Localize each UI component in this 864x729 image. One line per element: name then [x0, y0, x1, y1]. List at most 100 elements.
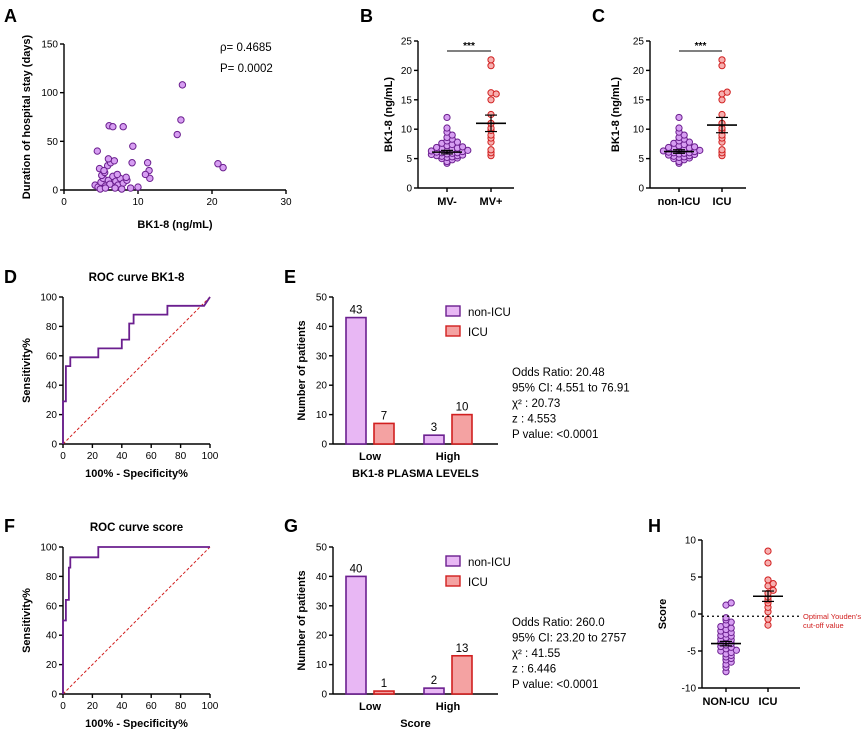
- f-ytick-label: 80: [46, 572, 58, 583]
- c-ylabel: BK1-8 (ng/mL): [610, 77, 622, 153]
- d-ytick-label: 80: [46, 322, 58, 333]
- f-roc-curve: [62, 546, 210, 694]
- h-category-label: ICU: [759, 696, 778, 708]
- c-category-label: ICU: [713, 196, 732, 208]
- f-xtick-label: 40: [116, 701, 128, 712]
- e-ytick-label: 30: [316, 351, 328, 362]
- b-ytick-label: 20: [401, 66, 413, 77]
- a-point: [100, 166, 108, 175]
- c-point: [718, 96, 726, 104]
- c-point: [723, 88, 731, 96]
- e-bar-value: 7: [381, 410, 387, 422]
- a-ylabel: Duration of hospital stay (days): [21, 34, 33, 199]
- d-roc-curve: [62, 296, 211, 444]
- a-ytick-label: 150: [41, 40, 58, 51]
- a-ytick-label: 0: [52, 186, 58, 197]
- e-category-label: High: [436, 451, 461, 463]
- e-stat-line: 95% CI: 4.551 to 76.91: [512, 383, 630, 395]
- d-title: ROC curve BK1-8: [89, 272, 185, 284]
- g-bar-value: 2: [431, 675, 437, 687]
- a-xtick-label: 30: [280, 197, 292, 208]
- e-ylabel: Number of patients: [296, 320, 308, 420]
- g-bar: [373, 690, 395, 695]
- g-ytick-label: 50: [316, 543, 328, 554]
- e-bar-value: 3: [431, 422, 437, 434]
- f-xlabel: 100% - Specificity%: [85, 718, 188, 729]
- c-point: [665, 143, 673, 152]
- b-ytick-label: 15: [401, 95, 413, 106]
- e-legend-label: non-ICU: [468, 307, 511, 319]
- e-stat-line: P value: <0.0001: [512, 429, 598, 441]
- a-point: [93, 147, 102, 155]
- g-xlabel: Score: [400, 718, 431, 729]
- a-ytick-label: 50: [47, 137, 59, 148]
- h-point: [764, 547, 772, 555]
- d-ytick-label: 40: [46, 381, 58, 392]
- f-reference-line: [62, 546, 211, 695]
- d-xlabel: 100% - Specificity%: [85, 468, 188, 480]
- b-ytick-label: 0: [406, 184, 412, 195]
- e-stat-line: z : 4.553: [512, 414, 556, 426]
- panel-label-f: F: [4, 516, 15, 536]
- h-ytick-label: 0: [690, 610, 696, 621]
- h-cutoff-label-2: cut-off value: [803, 621, 844, 630]
- e-bar: [373, 422, 395, 445]
- g-legend-label: ICU: [468, 577, 488, 589]
- panel-label-h: H: [648, 516, 661, 536]
- d-xtick-label: 60: [146, 451, 158, 462]
- d-ytick-label: 0: [51, 440, 57, 451]
- a-point: [129, 142, 137, 150]
- a-xtick-label: 20: [206, 197, 218, 208]
- d-reference-line: [62, 296, 211, 445]
- g-ytick-label: 0: [321, 690, 327, 701]
- h-ytick-label: 10: [685, 536, 697, 547]
- g-ytick-label: 40: [316, 572, 328, 583]
- a-point: [126, 184, 135, 192]
- b-point: [433, 143, 441, 152]
- a-point: [143, 159, 152, 167]
- f-xtick-label: 80: [175, 701, 187, 712]
- a-point: [219, 163, 227, 172]
- e-legend-swatch: [445, 305, 461, 317]
- f-ytick-label: 40: [46, 631, 58, 642]
- c-point: [718, 110, 726, 119]
- a-point: [178, 81, 187, 89]
- g-stat-line: P value: <0.0001: [512, 679, 598, 691]
- e-bar-value: 10: [456, 402, 469, 414]
- c-ytick-label: 20: [633, 66, 645, 77]
- c-point: [718, 146, 726, 154]
- g-legend-swatch: [445, 555, 461, 567]
- a-rho-annotation: ρ= 0.4685: [220, 42, 272, 54]
- d-xtick-label: 0: [60, 451, 66, 462]
- f-xtick-label: 20: [87, 701, 99, 712]
- g-stat-line: z : 6.446: [512, 664, 556, 676]
- panel-label-d: D: [4, 267, 17, 287]
- f-xtick-label: 100: [202, 701, 219, 712]
- a-point: [177, 116, 185, 124]
- e-ytick-label: 0: [321, 440, 327, 451]
- panel-g-bar: 0 10 20 30 40 50 Number of patients Low High Scor…: [296, 543, 626, 729]
- b-point: [492, 90, 500, 98]
- g-bar: [451, 654, 473, 695]
- panel-h-dotplot: -10 -5 0 5 10 Score NON-ICU ICU Optimal Youden's…: [657, 536, 861, 709]
- a-p-annotation: P= 0.0002: [220, 63, 273, 75]
- g-ytick-label: 20: [316, 631, 328, 642]
- c-point: [718, 62, 726, 70]
- c-significance-label: ***: [695, 41, 707, 52]
- h-cutoff-label-1: Optimal Youden's: [803, 612, 861, 621]
- panel-label-g: G: [284, 516, 298, 536]
- b-point: [464, 146, 472, 154]
- d-xtick-label: 40: [116, 451, 128, 462]
- h-point: [764, 576, 772, 584]
- g-legend-swatch: [445, 575, 461, 587]
- a-point: [128, 159, 136, 167]
- g-ytick-label: 10: [316, 660, 328, 671]
- a-xtick-label: 10: [132, 197, 144, 208]
- d-ytick-label: 20: [46, 410, 58, 421]
- b-point: [487, 62, 495, 70]
- b-point: [453, 138, 461, 146]
- h-point: [769, 580, 777, 588]
- panel-label-c: C: [592, 6, 605, 26]
- f-xtick-label: 60: [146, 701, 158, 712]
